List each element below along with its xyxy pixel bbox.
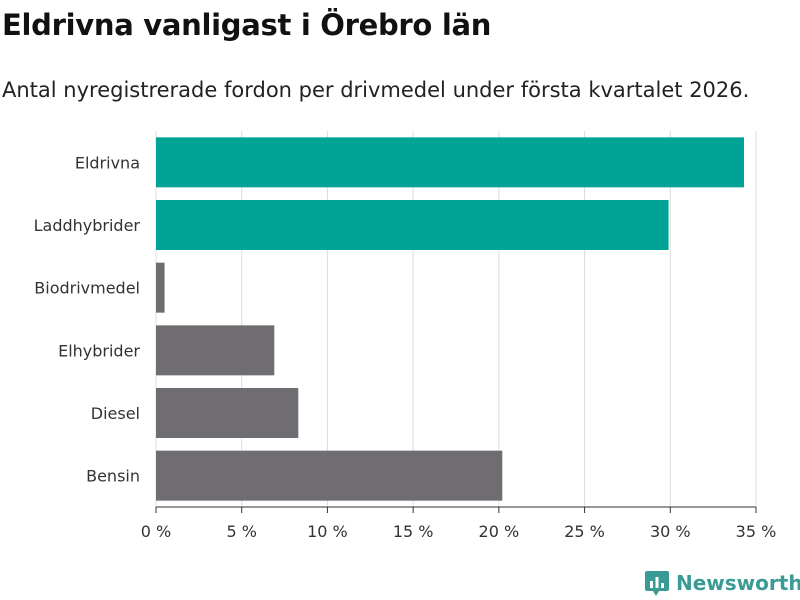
bar — [156, 325, 275, 376]
y-category-label: Bensin — [86, 467, 140, 486]
bar — [156, 388, 299, 438]
x-tick-label: 30 % — [650, 522, 691, 541]
x-tick-label: 0 % — [141, 522, 171, 541]
newsworthy-logo-icon — [645, 571, 669, 596]
brand-name: Newsworthy — [676, 571, 800, 595]
y-category-label: Eldrivna — [75, 153, 140, 172]
bar — [156, 200, 669, 250]
y-category-label: Elhybrider — [58, 341, 140, 360]
bar — [156, 262, 165, 313]
bar — [156, 137, 744, 188]
brand-logo: Newsworthy — [644, 570, 800, 596]
x-tick-label: 25 % — [564, 522, 605, 541]
y-category-label: Biodrivmedel — [34, 279, 140, 298]
chart-title: Eldrivna vanligast i Örebro län — [2, 8, 492, 42]
chart-subtitle: Antal nyregistrerade fordon per drivmede… — [2, 78, 750, 102]
x-tick-label: 15 % — [393, 522, 434, 541]
x-tick-label: 35 % — [736, 522, 777, 541]
x-tick-label: 10 % — [307, 522, 348, 541]
bar — [156, 450, 503, 501]
x-tick-label: 5 % — [226, 522, 256, 541]
y-category-label: Laddhybrider — [34, 216, 141, 235]
x-tick-label: 20 % — [479, 522, 520, 541]
y-category-label: Diesel — [91, 404, 140, 423]
